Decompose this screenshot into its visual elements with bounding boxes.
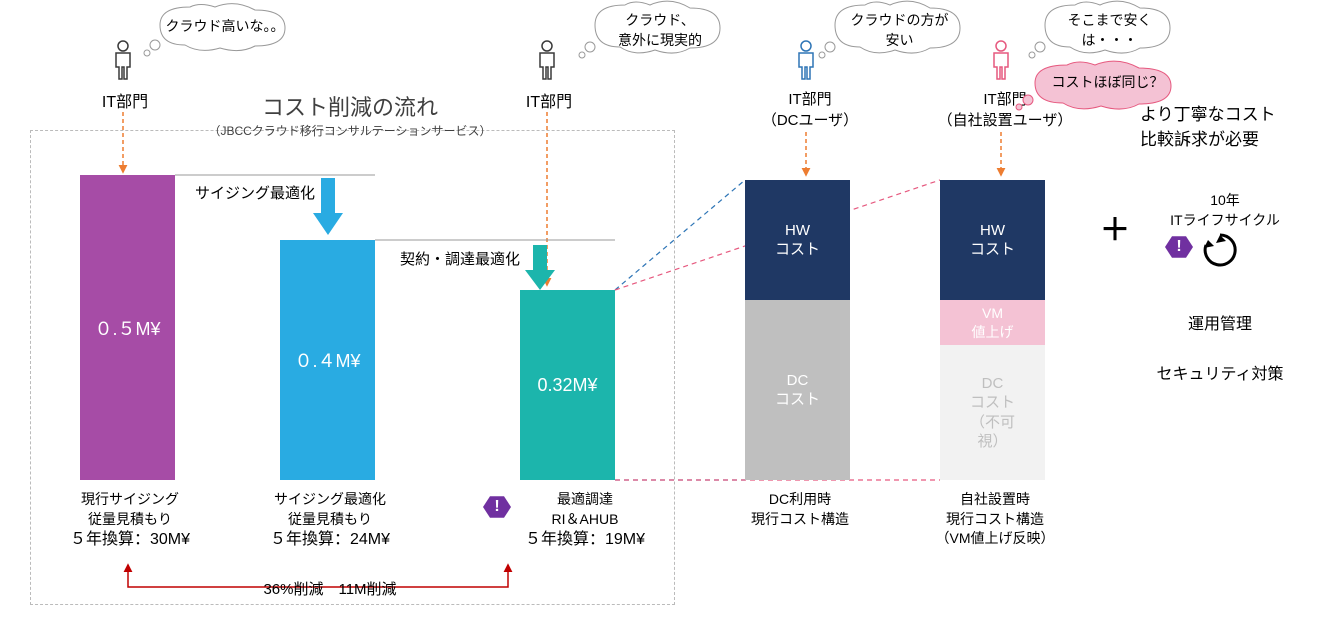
bar-label-line2: ５年換算：19M¥ <box>510 529 660 551</box>
stack-seg-dc-invisible: DC コスト （不可 視） <box>940 345 1045 480</box>
cost-bar-3: 0.32M¥ <box>520 290 615 480</box>
hex-badge-icon: ! <box>1165 235 1193 259</box>
ops-label: 運用管理 <box>1160 310 1280 334</box>
bar-label-1: 現行サイジング 従量見積もり ５年換算：30M¥ <box>55 490 205 552</box>
diagram-title-block: コスト削減の流れ （JBCCクラウド移行コンサルテーションサービス） <box>200 90 500 139</box>
down-arrow-icon <box>313 178 343 238</box>
bar-label-3: 最適調達 RI＆AHUB ５年換算：19M¥ <box>510 490 660 552</box>
thought-text: クラウドの方が 安い <box>832 10 967 50</box>
right-note: より丁寧なコスト 比較訴求が必要 <box>1140 100 1310 150</box>
bar-label-line2: ５年換算：30M¥ <box>55 529 205 551</box>
person-icon <box>112 40 134 80</box>
stack-seg-hw: HW コスト <box>940 180 1045 300</box>
sec-label: セキュリティ対策 <box>1140 360 1300 384</box>
bar-value: 0.32M¥ <box>537 375 597 396</box>
stack-seg-vm: VM 値上げ <box>940 300 1045 345</box>
bar-label-line2: ５年換算：24M¥ <box>250 529 410 551</box>
cycle-icon <box>1200 230 1240 270</box>
bar-value: ０.５M¥ <box>94 315 160 341</box>
diagram-title: コスト削減の流れ <box>200 90 500 122</box>
cost-stack-dc: HW コスト DC コスト <box>745 180 850 480</box>
person-label: IT部門 <box>80 88 170 112</box>
diagram-subtitle: （JBCCクラウド移行コンサルテーションサービス） <box>200 122 500 139</box>
stack-label-dc: DC利用時 現行コスト構造 <box>720 490 880 529</box>
thought-text: クラウド高いな。。 <box>155 16 295 36</box>
person-icon <box>795 40 817 80</box>
bar-label-line1: サイジング最適化 従量見積もり <box>250 490 410 529</box>
sizing-opt-label: サイジング最適化 <box>195 182 315 203</box>
bar-value: ０.４M¥ <box>294 347 360 373</box>
cost-stack-own: HW コスト VM 値上げ DC コスト （不可 視） <box>940 180 1045 480</box>
cost-bar-2: ０.４M¥ <box>280 240 375 480</box>
lifecycle-label: 10年 ITライフサイクル <box>1155 190 1295 230</box>
person-icon <box>990 40 1012 80</box>
thought-text: クラウド、 意外に現実的 <box>595 10 725 50</box>
contract-opt-label: 契約・調達最適化 <box>400 248 520 269</box>
person-label: IT部門 <box>504 88 594 112</box>
extra-thought-text: コストほぼ同じ？ <box>1030 72 1185 92</box>
bar-label-2: サイジング最適化 従量見積もり ５年換算：24M¥ <box>250 490 410 552</box>
bar-label-line1: 現行サイジング 従量見積もり <box>55 490 205 529</box>
person-label: IT部門 （DCユーザ） <box>745 88 875 130</box>
person-icon <box>536 40 558 80</box>
thought-text: そこまで安く は・・・ <box>1042 10 1177 50</box>
cost-bar-1: ０.５M¥ <box>80 175 175 480</box>
hex-badge-icon: ! <box>483 495 511 519</box>
bar-label-line1: 最適調達 RI＆AHUB <box>510 490 660 529</box>
stack-label-own: 自社設置時 現行コスト構造 （VM値上げ反映） <box>910 490 1080 549</box>
reduction-text: 36%削減 11M削減 <box>230 578 430 599</box>
plus-sign: ＋ <box>1100 205 1130 249</box>
down-arrow-icon <box>525 245 555 293</box>
stack-seg-dc: DC コスト <box>745 300 850 480</box>
stack-seg-hw: HW コスト <box>745 180 850 300</box>
